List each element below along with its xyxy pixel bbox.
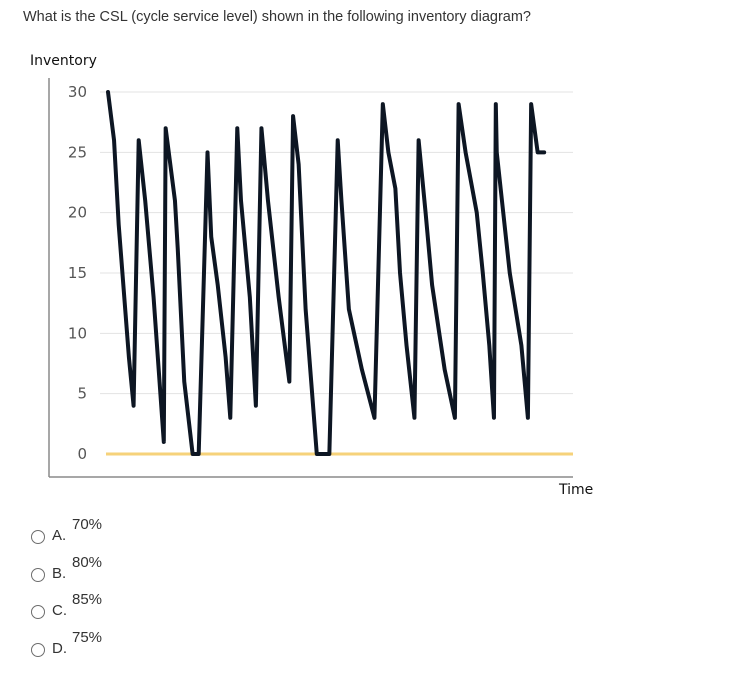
option-value: 80% (72, 553, 103, 571)
option-letter: B. (52, 564, 67, 582)
option-letter: C. (52, 602, 67, 619)
option-letter: A. (52, 527, 67, 544)
option-value: 75% (72, 628, 103, 646)
y-tick-label: 5 (77, 385, 87, 403)
y-tick-labels: 30 25 20 15 10 5 0 (68, 83, 87, 463)
radio-button[interactable] (31, 530, 45, 544)
inventory-series-line (106, 90, 547, 456)
option-d[interactable]: D. 75% (28, 627, 328, 665)
option-b[interactable]: B. 80% (28, 552, 328, 590)
radio-button[interactable] (31, 567, 45, 582)
option-value: 70% (72, 516, 103, 533)
option-letter: D. (52, 639, 67, 657)
y-tick-label: 15 (68, 264, 87, 282)
option-a[interactable]: A. 70% (28, 514, 328, 552)
y-tick-label: 10 (68, 324, 87, 342)
option-c[interactable]: C. 85% (28, 589, 328, 627)
y-tick-label: 0 (77, 445, 87, 463)
y-axis-label: Inventory (30, 53, 97, 69)
y-tick-label: 20 (68, 204, 87, 222)
radio-button[interactable] (31, 605, 45, 619)
y-tick-label: 25 (68, 143, 87, 161)
y-tick-label: 30 (68, 83, 87, 101)
option-value: 85% (72, 591, 103, 608)
radio-button[interactable] (31, 642, 45, 657)
question-text: What is the CSL (cycle service level) sh… (23, 9, 531, 25)
inventory-chart: Inventory 30 25 20 15 10 5 0 Time (30, 53, 593, 498)
x-axis-label: Time (558, 482, 593, 498)
answer-options: A. 70% B. 80% C. 85% D. 75% (28, 514, 328, 664)
